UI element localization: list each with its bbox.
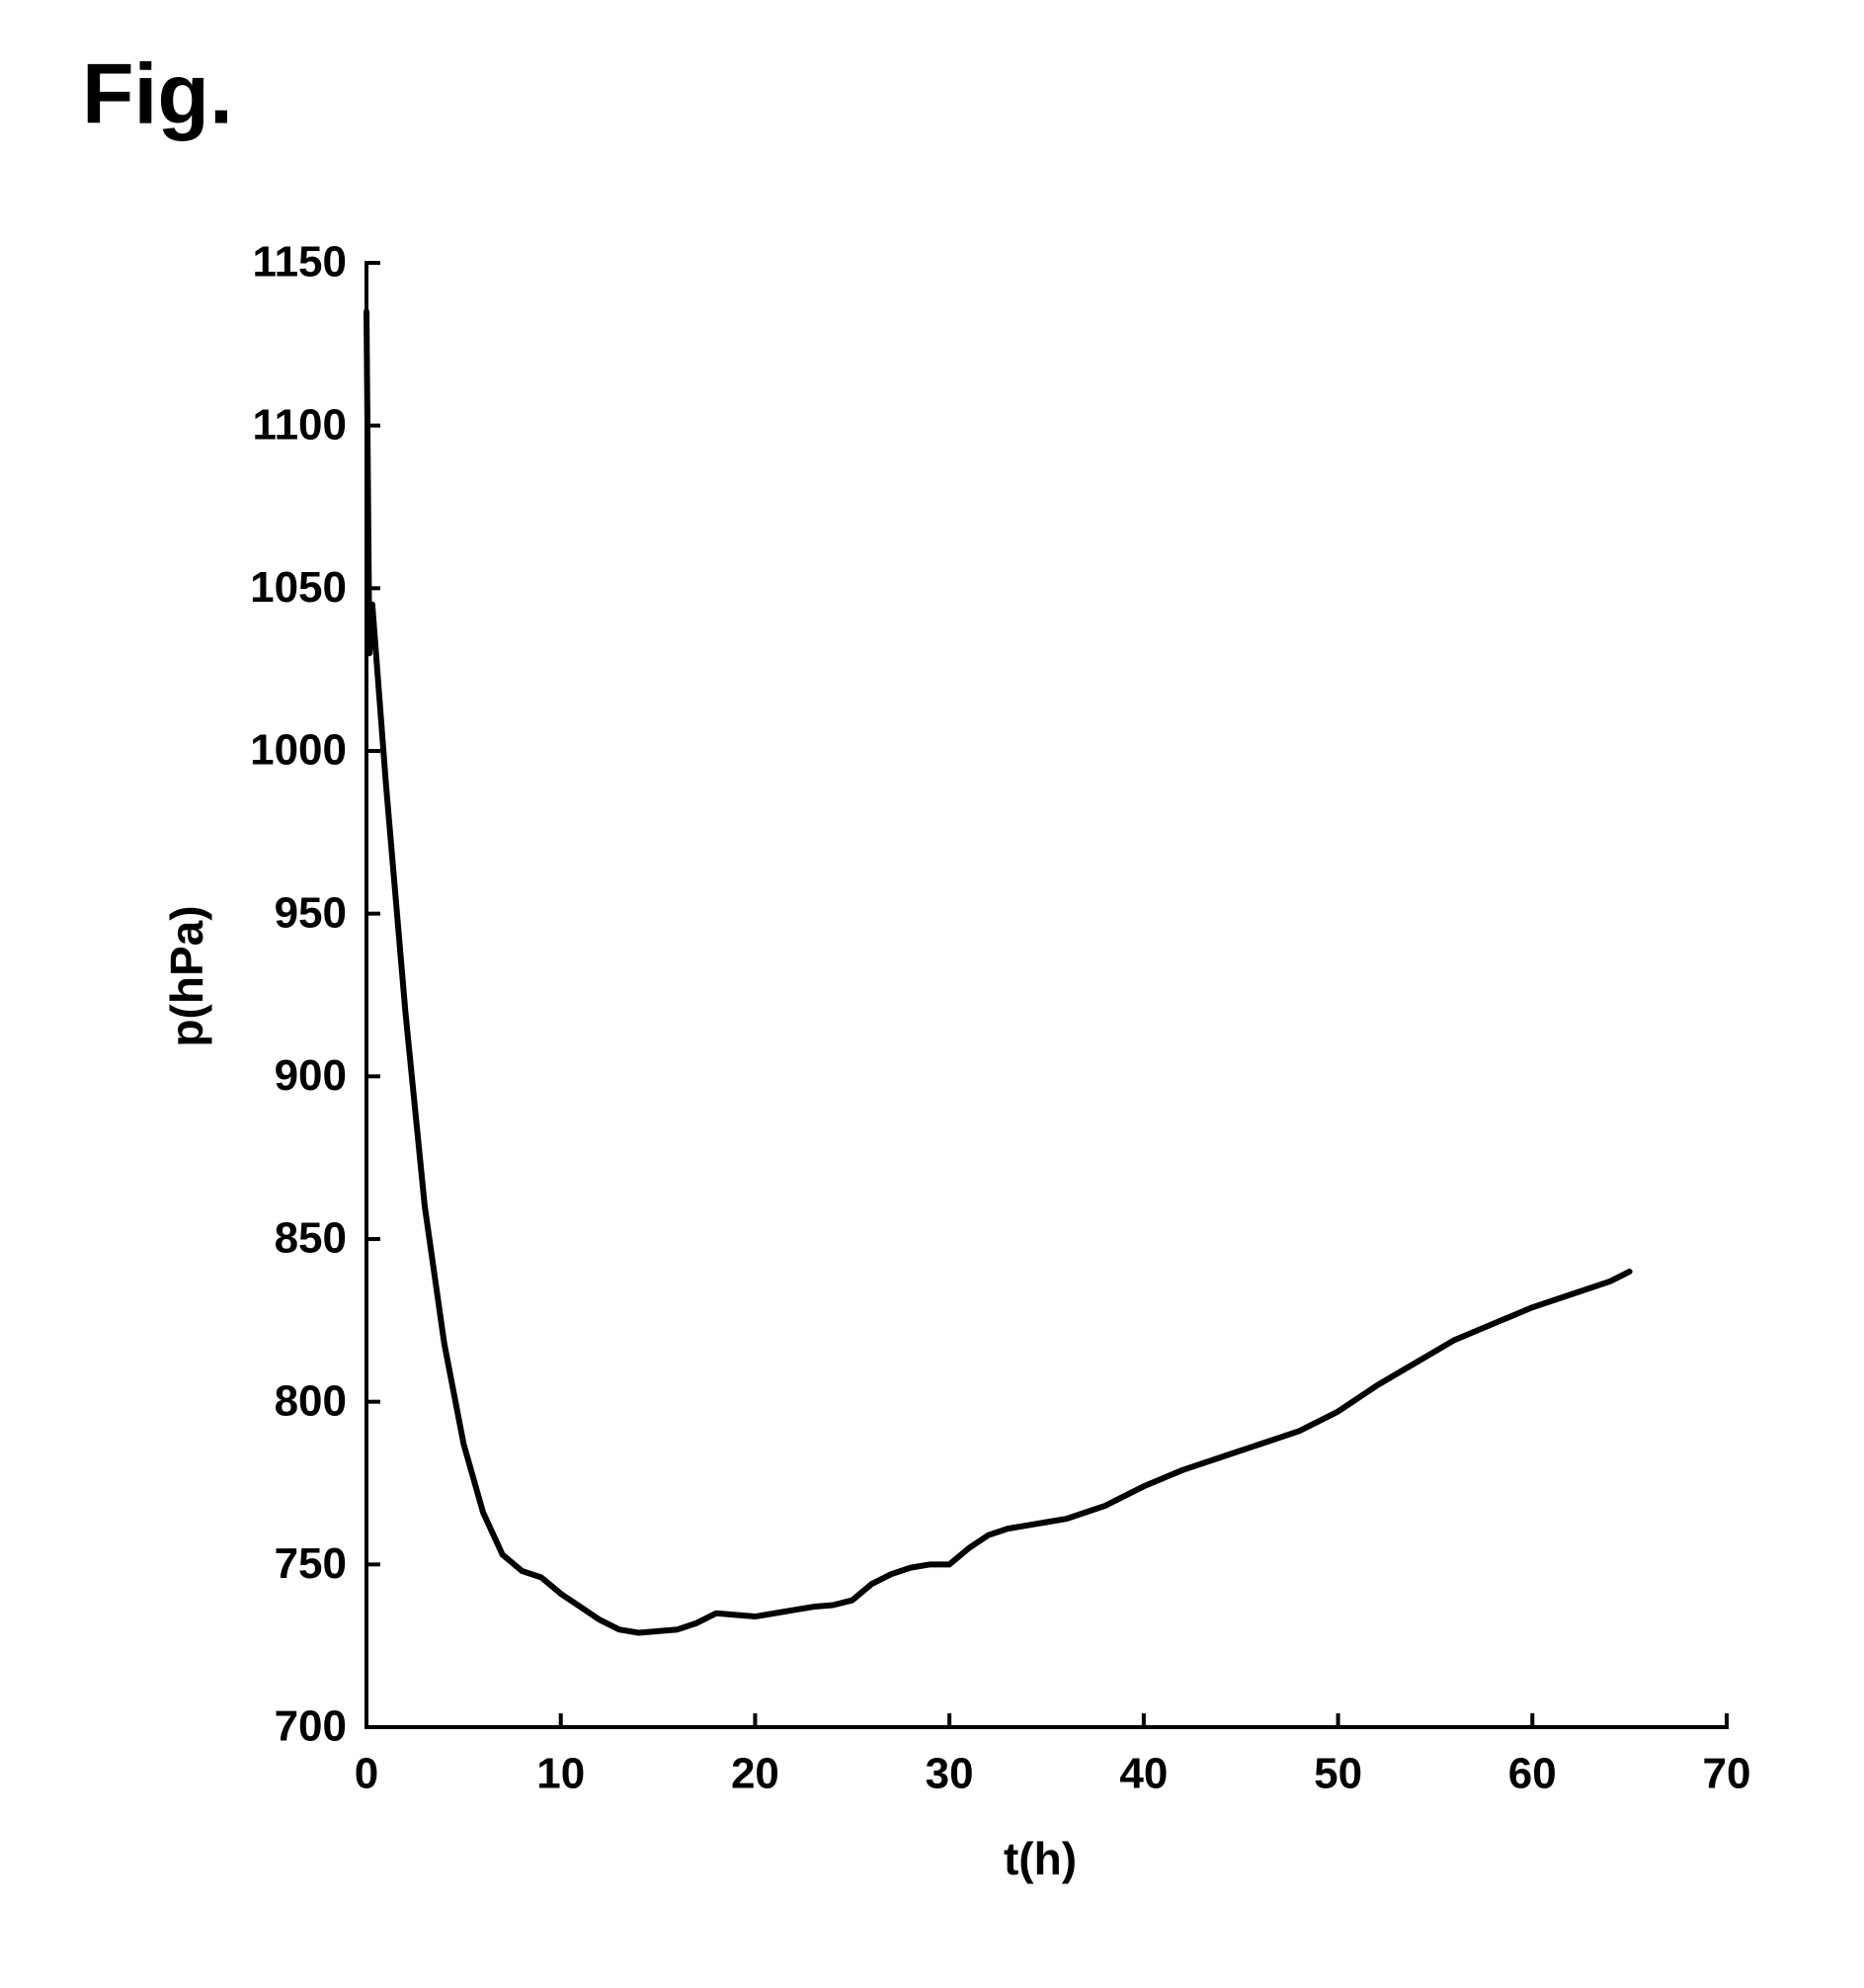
x-tick-label: 40	[1119, 1750, 1168, 1798]
y-tick-label: 750	[275, 1539, 347, 1588]
figure-label: Fig.	[82, 47, 233, 142]
x-tick-label: 50	[1314, 1750, 1362, 1798]
y-tick-label: 1050	[250, 563, 347, 612]
y-tick-label: 850	[275, 1214, 347, 1263]
y-axis-label: p(hPa)	[161, 905, 212, 1046]
y-tick-label: 900	[275, 1051, 347, 1100]
x-tick-label: 10	[536, 1750, 585, 1798]
y-tick-label: 800	[275, 1376, 347, 1425]
x-tick-label: 20	[731, 1750, 779, 1798]
x-tick-label: 60	[1508, 1750, 1557, 1798]
x-tick-label: 30	[926, 1750, 974, 1798]
x-axis-label: t(h)	[1004, 1833, 1077, 1884]
x-tick-label: 0	[355, 1750, 378, 1798]
y-tick-label: 950	[275, 888, 347, 937]
y-tick-label: 1000	[250, 726, 347, 775]
x-tick-label: 70	[1703, 1750, 1751, 1798]
y-tick-label: 1150	[253, 238, 347, 287]
data-line	[364, 308, 1633, 1636]
y-tick-label: 700	[275, 1702, 347, 1751]
y-tick-label: 1100	[253, 400, 347, 449]
